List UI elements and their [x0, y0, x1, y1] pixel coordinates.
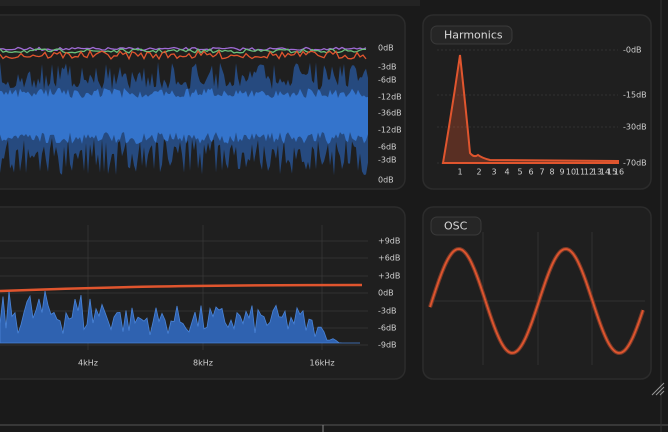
eq-scale-label: +3dB [378, 272, 400, 281]
eq-spectrum [0, 290, 360, 344]
eq-frequency-label: 16kHz [309, 359, 334, 368]
harmonics-scale-label: -15dB [623, 91, 647, 100]
meter-scale-label: 0dB [378, 176, 394, 185]
eq-scale-label: -3dB [378, 307, 397, 316]
harmonics-scale-label: -0dB [623, 46, 642, 55]
osc-tab[interactable] [430, 216, 482, 236]
meter-scale-label: -12dB [378, 93, 402, 102]
osc-panel [422, 206, 652, 380]
meter-scale-label: -6dB [378, 143, 397, 152]
osc-title: OSC [444, 220, 468, 233]
eq-frequency-label: 8kHz [193, 359, 213, 368]
meter-inner [0, 88, 368, 144]
eq-scale-label: -9dB [378, 341, 397, 350]
harmonic-order-label: 9 [559, 168, 564, 177]
top-strip [0, 0, 420, 6]
harmonic-order-label: 4 [504, 168, 509, 177]
harmonics-tab[interactable] [430, 25, 513, 45]
harmonic-order-label: 16 [614, 168, 624, 177]
eq-curve [0, 283, 363, 293]
eq-scale-label: 0dB [378, 289, 394, 298]
eq-frequency-label: 4kHz [78, 359, 98, 368]
harmonics-panel [422, 14, 652, 190]
harmonic-order-label: 6 [528, 168, 533, 177]
harmonic-order-label: 8 [549, 168, 554, 177]
meter-line [0, 49, 367, 61]
meter-scale-label: 0dB [378, 44, 394, 53]
meter-scale-label: -6dB [378, 76, 397, 85]
harmonic-order-label: 2 [476, 168, 481, 177]
harmonic-order-label: 3 [491, 168, 496, 177]
meter-scale-label: -3dB [378, 63, 397, 72]
harmonic-order-label: 7 [539, 168, 544, 177]
harmonic-order-label: 11 [575, 168, 585, 177]
harmonic-order-label: 10 [566, 168, 576, 177]
eq-scale-label: +9dB [378, 237, 400, 246]
meter-scale-label: -36dB [378, 109, 402, 118]
harmonics-scale-label: -30dB [623, 123, 647, 132]
meter-line [0, 48, 367, 54]
eq-scale-label: +6dB [378, 254, 400, 263]
eq-scale-label: -6dB [378, 324, 397, 333]
resize-grip[interactable] [651, 382, 665, 396]
harmonics-scale-label: -70dB [623, 159, 647, 168]
harmonic-order-label: 15 [607, 168, 617, 177]
meter-scale-label: -3dB [378, 156, 397, 165]
harmonic-order-label: 5 [517, 168, 522, 177]
meter-line [0, 46, 367, 52]
harmonic-order-label: 1 [457, 168, 462, 177]
harmonic-order-label: 12 [584, 168, 594, 177]
meter-scale-label: -12dB [378, 126, 402, 135]
osc-wave [429, 248, 644, 354]
harmonic-order-label: 13 [592, 168, 602, 177]
harmonic-order-label: 14 [600, 168, 610, 177]
harmonics-spectrum [441, 54, 619, 164]
harmonics-title: Harmonics [444, 29, 503, 42]
